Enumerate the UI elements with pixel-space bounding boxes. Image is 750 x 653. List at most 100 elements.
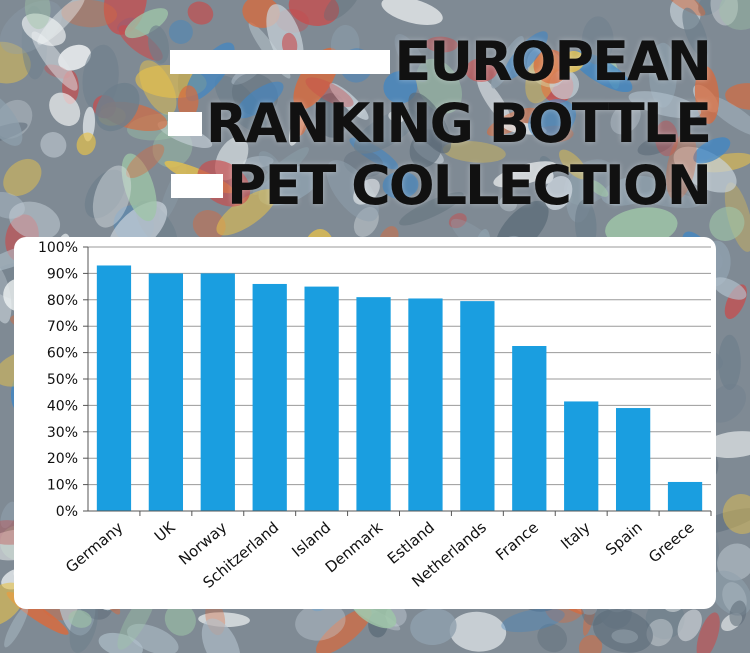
bottle-shape: [698, 0, 727, 16]
title-stripe: [171, 174, 223, 198]
bottle-shape: [258, 151, 282, 177]
bottle-shape: [125, 144, 165, 178]
bottle-shape: [84, 169, 126, 219]
bottle-shape: [587, 179, 609, 197]
bar-chart: 0% 10% 20% 30% 40% 50% 60% 70% 80% 90% 100% Germany…: [38, 240, 712, 592]
y-tick-label: 80%: [47, 293, 78, 309]
bottle-shape: [40, 132, 67, 158]
title-line-1: EUROPEAN: [170, 30, 712, 93]
bottle-shape: [501, 608, 565, 633]
bar-norway: [200, 273, 235, 511]
bottle-shape: [92, 165, 132, 228]
bottle-shape: [58, 44, 92, 71]
title-text-1: EUROPEAN: [394, 30, 712, 93]
bottle-shape: [383, 71, 418, 104]
bottle-shape: [570, 50, 633, 93]
bottle-shape: [718, 334, 741, 390]
x-tick-label: France: [492, 518, 542, 564]
bottle-shape: [677, 609, 702, 642]
bottle-shape: [31, 31, 78, 91]
bottle-shape: [693, 137, 731, 164]
bottle-shape: [649, 42, 677, 108]
bar-island: [304, 286, 339, 511]
bottle-shape: [448, 213, 467, 229]
bottle-shape: [0, 191, 25, 219]
bottle-shape: [243, 155, 274, 168]
bar-italy: [564, 401, 599, 511]
title-stripe: [167, 112, 202, 136]
bottle-shape: [544, 175, 573, 211]
bar-france: [512, 346, 547, 511]
bottle-shape: [646, 618, 673, 647]
bottle-shape: [486, 107, 538, 137]
bottle-shape: [559, 149, 588, 180]
bottle-shape: [499, 196, 517, 212]
bottle-shape: [3, 158, 42, 196]
bottle-shape: [95, 82, 140, 132]
bottle-shape: [49, 92, 81, 126]
x-tick-label: Italy: [557, 518, 594, 553]
y-tick-label: 70%: [47, 319, 78, 335]
y-tick-label: 0%: [56, 504, 78, 520]
bottle-shape: [295, 602, 346, 641]
bottle-shape: [729, 600, 747, 627]
x-tick-label: Greece: [645, 518, 697, 566]
bottle-shape: [628, 91, 702, 119]
bottle-shape: [581, 16, 614, 65]
bottle-shape: [722, 493, 750, 535]
bar-greece: [667, 481, 703, 511]
bottle-shape: [682, 7, 709, 58]
x-tick-label: Spain: [602, 518, 646, 559]
bottle-shape: [425, 36, 458, 53]
bottle-shape: [654, 120, 679, 157]
bottle-shape: [4, 605, 29, 648]
bottle-shape: [493, 161, 557, 188]
bottle-shape: [0, 501, 17, 529]
bottle-shape: [9, 201, 61, 240]
bottle-shape: [124, 8, 169, 39]
bottle-shape: [706, 383, 746, 423]
bottle-shape: [533, 49, 569, 84]
bottle-shape: [703, 431, 750, 458]
bottle-shape: [235, 81, 284, 119]
bottle-shape: [710, 0, 738, 26]
bottle-shape: [326, 160, 379, 222]
bottle-shape: [394, 34, 429, 83]
bar-denmark: [356, 297, 391, 511]
y-tick-label: 40%: [47, 398, 78, 414]
bottle-shape: [605, 207, 678, 247]
bottle-shape: [37, 0, 85, 45]
bottle-shape: [637, 136, 674, 156]
bottle-shape: [696, 612, 720, 653]
bottle-shape: [537, 623, 568, 653]
title-line-3: PET COLLECTION: [171, 154, 712, 217]
y-tick-label: 10%: [47, 478, 78, 494]
y-tick-label: 90%: [47, 266, 78, 282]
y-tick-label: 100%: [38, 240, 78, 256]
bottle-shape: [673, 146, 737, 193]
bottle-shape: [593, 608, 653, 653]
bottle-shape: [382, 171, 419, 199]
bar-schitzerland: [252, 283, 287, 511]
bottle-shape: [694, 66, 720, 124]
bar-netherlands: [460, 301, 495, 511]
bottle-shape: [640, 190, 701, 209]
bottle-shape: [24, 0, 51, 30]
bottle-shape: [705, 95, 750, 137]
bottle-shape: [662, 0, 706, 16]
bottle-shape: [329, 83, 369, 120]
bottle-shape: [465, 58, 498, 83]
x-tick-label: Germany: [62, 518, 126, 576]
title-text-3: PET COLLECTION: [227, 154, 712, 217]
bar-uk: [148, 273, 184, 511]
x-tick-label: UK: [151, 518, 179, 546]
bottle-shape: [148, 25, 170, 64]
bar-germany: [96, 265, 132, 511]
bottle-shape: [164, 603, 196, 636]
bottle-shape: [201, 618, 241, 653]
bottle-shape: [528, 99, 577, 140]
bottle-shape: [21, 13, 66, 46]
bottle-shape: [0, 92, 23, 146]
bottle-shape: [719, 0, 750, 31]
bottle-shape: [0, 264, 12, 324]
